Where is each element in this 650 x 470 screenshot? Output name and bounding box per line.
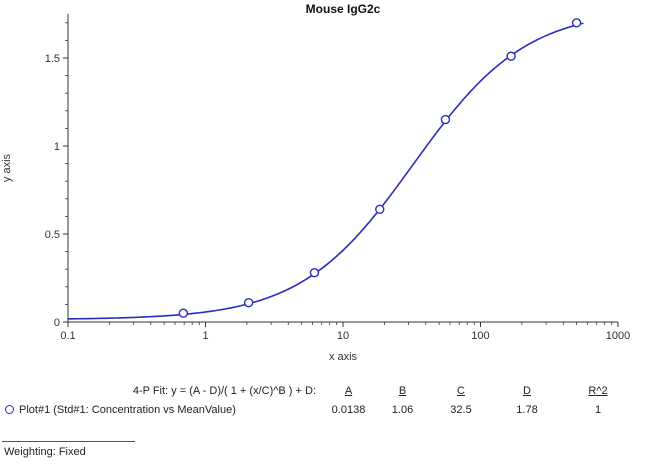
data-point bbox=[375, 204, 385, 215]
data-point bbox=[178, 308, 189, 318]
data-point bbox=[309, 268, 320, 278]
fit-table: 4-P Fit: y = (A - D)/( 1 + (x/C)^B ) + D… bbox=[0, 381, 650, 419]
plot1-marker-icon bbox=[5, 405, 14, 414]
footer-separator-line bbox=[2, 441, 135, 442]
x-tick-label: 10 bbox=[337, 330, 349, 342]
fit-header-row: 4-P Fit: y = (A - D)/( 1 + (x/C)^B ) + D… bbox=[0, 381, 650, 400]
y-tick-label: 0 bbox=[54, 317, 60, 329]
data-point bbox=[243, 297, 254, 308]
data-point bbox=[571, 18, 582, 28]
weighting-label: Weighting: Fixed bbox=[4, 446, 86, 458]
param-value-b: 1.06 bbox=[391, 403, 414, 416]
data-point bbox=[440, 114, 451, 125]
y-tick-label: 1.5 bbox=[45, 53, 60, 65]
igg2c-chart: 0.1 1 10 100 1000 0 0.5 1 1.5 Mouse IgG2c x axis y … bbox=[1, 2, 630, 363]
fit-curve bbox=[67, 22, 584, 320]
param-value-a: 0.0138 bbox=[331, 403, 366, 416]
y-axis-label: y axis bbox=[1, 153, 13, 182]
fit-formula-label: 4-P Fit: y = (A - D)/( 1 + (x/C)^B ) + D… bbox=[132, 384, 316, 397]
x-tick-label: 1000 bbox=[606, 330, 630, 342]
x-tick-label: 100 bbox=[471, 330, 489, 342]
y-tick-label: 0.5 bbox=[45, 229, 60, 241]
x-tick-label: 1 bbox=[202, 330, 208, 342]
param-col-header-b: B bbox=[398, 384, 407, 397]
data-point bbox=[506, 51, 516, 61]
param-value-d: 1.78 bbox=[516, 403, 538, 416]
x-tick-label: 0.1 bbox=[60, 330, 75, 342]
param-value-c: 32.5 bbox=[450, 403, 472, 416]
chart-area: 0.1 1 10 100 1000 0 0.5 1 1.5 Mouse IgG2c x axis y … bbox=[1, 2, 630, 363]
plot1-row-label: Plot#1 (Std#1: Concentration vs MeanValu… bbox=[19, 403, 236, 416]
param-col-header-a: A bbox=[344, 384, 353, 397]
param-col-header-c: C bbox=[457, 384, 465, 397]
plot1-row: Plot#1 (Std#1: Concentration vs MeanValu… bbox=[0, 400, 650, 419]
y-tick-label: 1 bbox=[54, 141, 60, 153]
param-value-r2: 1 bbox=[594, 403, 602, 416]
x-axis-label: x axis bbox=[329, 351, 358, 363]
param-col-header-r2: R^2 bbox=[588, 384, 608, 397]
param-col-header-d: D bbox=[523, 384, 531, 397]
plot1-row-label-cell: Plot#1 (Std#1: Concentration vs MeanValu… bbox=[0, 404, 322, 416]
chart-title: Mouse IgG2c bbox=[306, 2, 381, 16]
